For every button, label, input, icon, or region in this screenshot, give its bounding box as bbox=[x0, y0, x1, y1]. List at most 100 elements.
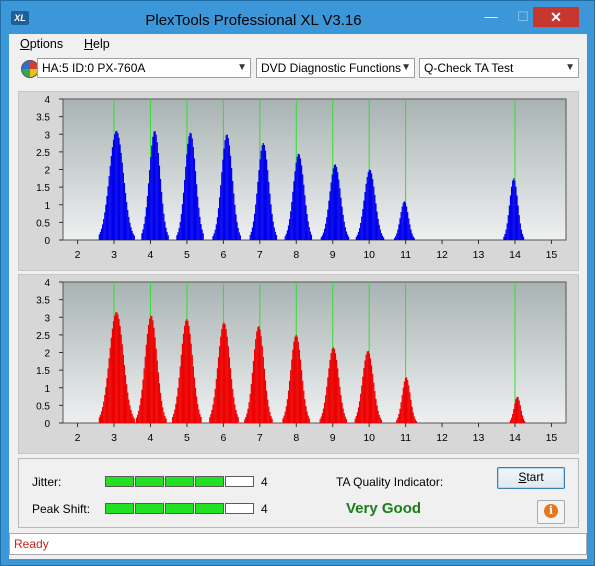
bar bbox=[508, 205, 510, 240]
bar bbox=[228, 357, 231, 423]
bar bbox=[115, 312, 117, 423]
maximize-button[interactable]: ☐ bbox=[517, 9, 529, 24]
bar bbox=[357, 232, 360, 240]
bar bbox=[118, 319, 120, 423]
bar bbox=[337, 172, 339, 240]
bar bbox=[161, 400, 163, 423]
y-tick-label: 4 bbox=[44, 95, 50, 106]
bar bbox=[293, 341, 295, 423]
bar bbox=[128, 216, 130, 240]
bar bbox=[306, 214, 308, 240]
bar bbox=[399, 408, 401, 423]
bar bbox=[363, 368, 365, 423]
bar bbox=[227, 138, 229, 240]
x-tick-label: 3 bbox=[111, 432, 117, 444]
bar bbox=[270, 415, 272, 423]
bar bbox=[355, 236, 357, 240]
bar bbox=[519, 223, 521, 240]
bar bbox=[112, 321, 115, 423]
bar bbox=[124, 192, 127, 240]
bar bbox=[345, 231, 348, 240]
bar bbox=[269, 193, 271, 240]
bar bbox=[361, 216, 363, 240]
info-button[interactable]: i bbox=[537, 500, 565, 524]
bar bbox=[381, 235, 384, 240]
bar bbox=[214, 388, 216, 423]
function-select[interactable]: DVD Diagnostic Functions ▼ bbox=[256, 58, 415, 78]
meter-segment bbox=[105, 503, 134, 514]
bar bbox=[297, 341, 299, 423]
drive-select[interactable]: HA:5 ID:0 PX-760A ▼ bbox=[37, 58, 251, 78]
bar bbox=[258, 170, 260, 240]
bar bbox=[165, 418, 167, 423]
bar bbox=[227, 346, 229, 423]
bar bbox=[229, 368, 232, 423]
bar bbox=[521, 233, 524, 240]
bar bbox=[411, 233, 413, 240]
bar bbox=[115, 131, 117, 240]
bar bbox=[235, 214, 237, 240]
bar bbox=[118, 137, 120, 240]
bar bbox=[264, 150, 267, 240]
bar bbox=[332, 168, 334, 240]
bar bbox=[182, 192, 185, 240]
bar bbox=[374, 194, 376, 240]
bar bbox=[145, 344, 147, 423]
bar bbox=[379, 417, 381, 423]
bar bbox=[294, 336, 296, 423]
bar bbox=[152, 136, 154, 240]
bar bbox=[520, 229, 523, 240]
bar bbox=[334, 164, 337, 240]
bar bbox=[370, 173, 373, 240]
bar bbox=[108, 358, 110, 423]
bar bbox=[320, 416, 322, 423]
bar bbox=[272, 221, 274, 240]
bar bbox=[250, 231, 252, 240]
y-tick-label: 1.5 bbox=[36, 183, 50, 194]
minimize-button[interactable]: — bbox=[484, 9, 498, 24]
bar bbox=[233, 397, 235, 423]
bar bbox=[346, 234, 349, 240]
bar bbox=[158, 165, 161, 240]
bar bbox=[261, 145, 263, 240]
bar bbox=[262, 143, 264, 240]
bar bbox=[356, 412, 358, 423]
bar bbox=[129, 405, 131, 423]
bar bbox=[401, 394, 403, 423]
bar bbox=[131, 230, 133, 240]
bar bbox=[344, 416, 346, 423]
start-accel: S bbox=[518, 470, 527, 484]
bar bbox=[301, 165, 303, 240]
bar bbox=[362, 376, 364, 423]
bar bbox=[305, 406, 307, 423]
bar bbox=[343, 413, 345, 423]
start-button[interactable]: Start bbox=[497, 467, 565, 489]
bar bbox=[369, 358, 372, 423]
bar bbox=[360, 222, 362, 240]
close-button[interactable]: ✕ bbox=[533, 7, 579, 27]
bar bbox=[295, 162, 297, 240]
x-tick-label: 7 bbox=[257, 249, 263, 261]
bar bbox=[326, 217, 328, 240]
test-select[interactable]: Q-Check TA Test ▼ bbox=[419, 58, 579, 78]
bar bbox=[153, 327, 155, 423]
bar bbox=[150, 315, 152, 423]
bar bbox=[141, 233, 143, 240]
bar bbox=[267, 170, 269, 240]
bar bbox=[321, 413, 323, 423]
bar bbox=[380, 419, 383, 423]
bar bbox=[157, 372, 159, 423]
bar bbox=[337, 368, 339, 423]
bar bbox=[510, 186, 513, 240]
bar bbox=[138, 410, 140, 423]
bar bbox=[325, 395, 327, 423]
title-bar[interactable]: XL PlexTools Professional XL V3.16 — ☐ ✕ bbox=[1, 1, 594, 34]
app-logo-icon: XL bbox=[11, 11, 29, 25]
bar bbox=[263, 145, 266, 240]
x-tick-label: 11 bbox=[400, 249, 411, 261]
bar bbox=[304, 399, 306, 423]
menu-options[interactable]: Options bbox=[20, 37, 63, 51]
menu-help[interactable]: Help bbox=[84, 37, 110, 51]
bar bbox=[516, 195, 518, 240]
bar bbox=[344, 227, 346, 240]
